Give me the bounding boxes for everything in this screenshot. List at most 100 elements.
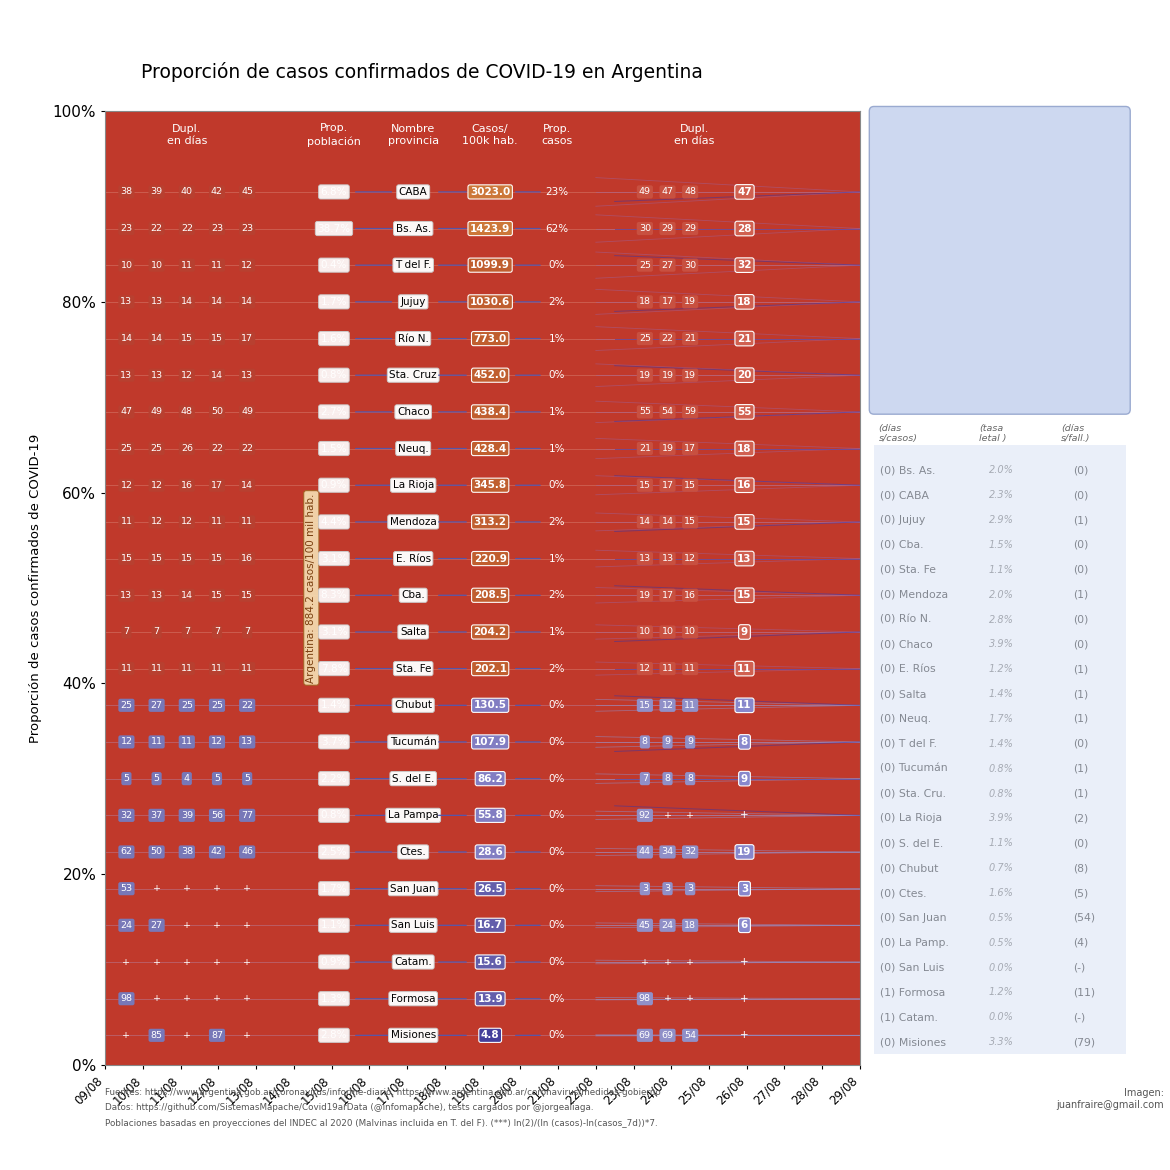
Text: 29: 29	[684, 223, 696, 233]
Text: (0) Mendoza: (0) Mendoza	[880, 590, 948, 600]
Text: 1%: 1%	[549, 553, 565, 564]
Text: +: +	[686, 994, 694, 1003]
Text: +: +	[183, 1031, 191, 1040]
Text: Dupl.
en días: Dupl. en días	[166, 124, 207, 146]
Text: +: +	[741, 957, 749, 966]
Text: (1066804) tests lab.: (1066804) tests lab.	[882, 296, 1017, 309]
Text: 773.0: 773.0	[474, 333, 507, 344]
Text: Imagen:
juanfraire@gmail.com: Imagen: juanfraire@gmail.com	[1057, 1088, 1164, 1109]
Text: +: +	[183, 994, 191, 1003]
Text: (tasa
letal ): (tasa letal )	[979, 424, 1007, 443]
Text: La Pampa: La Pampa	[388, 811, 439, 820]
Text: 17: 17	[661, 481, 674, 490]
Text: 0%: 0%	[549, 883, 565, 894]
Text: 29: 29	[661, 223, 674, 233]
Text: +: +	[152, 957, 160, 966]
Text: 7: 7	[214, 627, 220, 636]
Text: 15.6: 15.6	[477, 957, 503, 966]
Text: +: +	[663, 957, 672, 966]
Text: 1%: 1%	[549, 627, 565, 636]
Text: 30: 30	[639, 223, 651, 233]
Text: 98: 98	[639, 994, 651, 1003]
Text: 54: 54	[661, 407, 674, 417]
Text: 5: 5	[214, 775, 220, 783]
Text: 438.4: 438.4	[474, 407, 507, 417]
Text: Tucumán: Tucumán	[390, 737, 436, 746]
Text: 1.7%: 1.7%	[321, 297, 347, 307]
Text: +: +	[243, 994, 252, 1003]
Text: (0) Sta. Fe: (0) Sta. Fe	[880, 565, 936, 574]
Text: 1.1%: 1.1%	[989, 565, 1013, 574]
Text: (0) Misiones: (0) Misiones	[880, 1037, 945, 1047]
Text: 8: 8	[642, 737, 648, 746]
Text: 59: 59	[684, 407, 696, 417]
Text: +: +	[243, 921, 252, 930]
Text: 1%: 1%	[549, 407, 565, 417]
Text: 1.3%: 1.3%	[321, 993, 347, 1004]
Text: (0) Salta: (0) Salta	[880, 689, 927, 700]
Text: 2.0%: 2.0%	[989, 466, 1013, 475]
Text: 14: 14	[241, 297, 253, 307]
Text: Casos/
100k hab.: Casos/ 100k hab.	[462, 124, 518, 146]
Text: 26.5: 26.5	[477, 883, 503, 894]
Text: Chaco: Chaco	[397, 407, 429, 417]
Text: 39: 39	[151, 187, 163, 197]
Text: 0.5%: 0.5%	[989, 937, 1013, 948]
Text: 345.8: 345.8	[474, 480, 507, 490]
Text: 202.1: 202.1	[474, 663, 507, 674]
Text: Bs. As.: Bs. As.	[395, 223, 431, 234]
Text: (0) La Pamp.: (0) La Pamp.	[880, 937, 949, 948]
Text: 0%: 0%	[549, 370, 565, 380]
Text: 48: 48	[181, 407, 193, 417]
Text: 12: 12	[121, 737, 132, 746]
Text: 11: 11	[241, 665, 253, 673]
Text: 53: 53	[121, 885, 132, 893]
Text: S. del E.: S. del E.	[392, 773, 434, 784]
Text: 13: 13	[121, 297, 132, 307]
Text: (4): (4)	[1073, 937, 1088, 948]
Text: 38.7%: 38.7%	[317, 223, 351, 234]
Text: Datos: https://github.com/SistemasMapache/Covid19arData (@infomapache), tests ca: Datos: https://github.com/SistemasMapach…	[105, 1103, 594, 1113]
Text: 2.3%: 2.3%	[989, 490, 1013, 501]
Text: 13: 13	[241, 737, 253, 746]
Text: 10: 10	[684, 627, 696, 636]
Text: 9: 9	[665, 737, 670, 746]
Text: 13: 13	[151, 297, 163, 307]
Text: 0%: 0%	[549, 480, 565, 490]
Text: (184.1) fallec./millón: (184.1) fallec./millón	[882, 261, 1020, 274]
Text: +: +	[152, 994, 160, 1003]
Text: 42: 42	[211, 847, 223, 856]
Text: (1): (1)	[1073, 714, 1088, 724]
Text: 56: 56	[211, 811, 223, 820]
Text: +: +	[183, 957, 191, 966]
Text: 98: 98	[121, 994, 132, 1003]
Text: 0%: 0%	[549, 1031, 565, 1040]
Text: 18: 18	[737, 443, 752, 454]
Text: 7: 7	[123, 627, 130, 636]
Text: 15: 15	[737, 591, 752, 600]
Text: (0) Bs. As.: (0) Bs. As.	[880, 466, 935, 475]
Text: San Juan: San Juan	[391, 883, 436, 894]
Text: 12: 12	[661, 701, 674, 710]
Text: 3023.0: 3023.0	[470, 187, 510, 197]
Text: 3: 3	[665, 885, 670, 893]
Text: 5: 5	[123, 775, 130, 783]
Text: 11: 11	[737, 701, 752, 710]
Text: (1): (1)	[1073, 665, 1088, 674]
Text: 38: 38	[180, 847, 193, 856]
Text: 11: 11	[737, 663, 752, 674]
Text: 42: 42	[211, 187, 223, 197]
Text: +: +	[213, 994, 221, 1003]
Text: 19: 19	[684, 371, 696, 380]
Text: 7: 7	[153, 627, 159, 636]
Text: Sta. Fe: Sta. Fe	[395, 663, 431, 674]
Text: 18: 18	[737, 297, 752, 307]
Text: 17: 17	[661, 591, 674, 600]
Text: 47: 47	[737, 187, 752, 197]
Text: 1.6%: 1.6%	[989, 888, 1013, 899]
Text: 11: 11	[211, 261, 223, 269]
Text: Catam.: Catam.	[394, 957, 432, 966]
Text: 14: 14	[121, 335, 132, 343]
Text: Jujuy: Jujuy	[400, 297, 426, 307]
Text: 313.2: 313.2	[474, 517, 507, 526]
